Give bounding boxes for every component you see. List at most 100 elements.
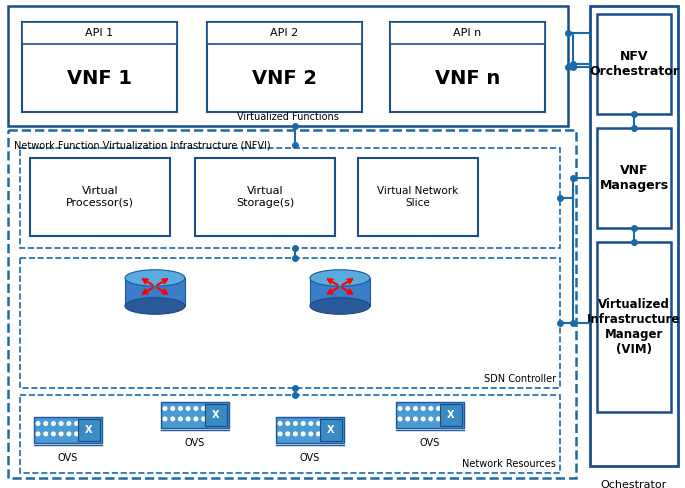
- Text: OVS: OVS: [185, 438, 205, 448]
- Ellipse shape: [310, 270, 370, 286]
- Circle shape: [294, 422, 297, 426]
- FancyBboxPatch shape: [207, 22, 362, 44]
- FancyBboxPatch shape: [78, 419, 100, 441]
- Text: VNF
Managers: VNF Managers: [599, 164, 669, 192]
- Circle shape: [194, 407, 198, 410]
- Text: Virtualized
Infrastructure
Manager
(VIM): Virtualized Infrastructure Manager (VIM): [587, 298, 681, 356]
- Circle shape: [186, 417, 190, 421]
- Polygon shape: [310, 278, 370, 306]
- Text: Virtual
Storage(s): Virtual Storage(s): [236, 186, 294, 208]
- Text: OVS: OVS: [58, 453, 78, 463]
- Circle shape: [316, 432, 321, 436]
- Circle shape: [82, 422, 86, 426]
- Text: SDN Controller: SDN Controller: [484, 374, 556, 384]
- Text: API 1: API 1: [86, 28, 114, 38]
- Circle shape: [398, 417, 402, 421]
- FancyBboxPatch shape: [22, 22, 177, 112]
- Circle shape: [429, 417, 433, 421]
- FancyBboxPatch shape: [440, 404, 462, 426]
- Circle shape: [44, 432, 47, 436]
- FancyBboxPatch shape: [161, 402, 229, 428]
- Circle shape: [325, 432, 328, 436]
- Ellipse shape: [310, 298, 370, 314]
- Text: Virtualized Functions: Virtualized Functions: [237, 112, 339, 122]
- Circle shape: [60, 432, 63, 436]
- Text: X: X: [85, 425, 92, 435]
- Circle shape: [445, 407, 448, 410]
- Circle shape: [36, 422, 40, 426]
- Circle shape: [163, 407, 167, 410]
- Circle shape: [421, 407, 425, 410]
- Circle shape: [406, 407, 410, 410]
- Text: API n: API n: [453, 28, 482, 38]
- Text: Ochestrator: Ochestrator: [601, 480, 667, 488]
- Text: VNF 2: VNF 2: [252, 68, 317, 87]
- Circle shape: [44, 422, 47, 426]
- Circle shape: [210, 417, 213, 421]
- Text: Network Function Virtualization Infrastructure (NFVI): Network Function Virtualization Infrastr…: [14, 140, 271, 150]
- Ellipse shape: [125, 298, 185, 314]
- FancyBboxPatch shape: [20, 148, 560, 248]
- Circle shape: [445, 417, 448, 421]
- Text: VNF 1: VNF 1: [67, 68, 132, 87]
- FancyBboxPatch shape: [34, 417, 102, 443]
- FancyBboxPatch shape: [597, 128, 671, 228]
- Circle shape: [60, 422, 63, 426]
- FancyBboxPatch shape: [207, 22, 362, 112]
- Circle shape: [316, 422, 321, 426]
- Text: OVS: OVS: [300, 453, 320, 463]
- FancyBboxPatch shape: [22, 22, 177, 44]
- Polygon shape: [125, 278, 185, 306]
- Circle shape: [171, 417, 175, 421]
- Text: OVS: OVS: [420, 438, 440, 448]
- FancyBboxPatch shape: [390, 22, 545, 44]
- Circle shape: [437, 417, 440, 421]
- FancyBboxPatch shape: [8, 130, 576, 478]
- Circle shape: [202, 407, 206, 410]
- FancyBboxPatch shape: [276, 417, 344, 443]
- Circle shape: [278, 432, 282, 436]
- Circle shape: [286, 422, 290, 426]
- FancyBboxPatch shape: [590, 6, 678, 466]
- Circle shape: [429, 407, 433, 410]
- Circle shape: [437, 407, 440, 410]
- FancyBboxPatch shape: [20, 395, 560, 473]
- FancyBboxPatch shape: [396, 402, 464, 428]
- Text: X: X: [212, 410, 220, 420]
- Circle shape: [51, 432, 55, 436]
- FancyBboxPatch shape: [195, 158, 335, 236]
- Circle shape: [309, 432, 312, 436]
- Circle shape: [294, 432, 297, 436]
- Circle shape: [202, 417, 206, 421]
- Text: VNF n: VNF n: [435, 68, 500, 87]
- FancyBboxPatch shape: [30, 158, 170, 236]
- Circle shape: [286, 432, 290, 436]
- Circle shape: [301, 432, 305, 436]
- Circle shape: [414, 417, 417, 421]
- Circle shape: [398, 407, 402, 410]
- Circle shape: [406, 417, 410, 421]
- FancyBboxPatch shape: [358, 158, 478, 236]
- Circle shape: [301, 422, 305, 426]
- Text: Virtual
Processor(s): Virtual Processor(s): [66, 186, 134, 208]
- Circle shape: [36, 432, 40, 436]
- Text: Virtual Network
Slice: Virtual Network Slice: [377, 186, 459, 208]
- Circle shape: [82, 432, 86, 436]
- FancyBboxPatch shape: [390, 22, 545, 112]
- Circle shape: [75, 432, 78, 436]
- Circle shape: [421, 417, 425, 421]
- FancyBboxPatch shape: [597, 14, 671, 114]
- Circle shape: [75, 422, 78, 426]
- FancyBboxPatch shape: [8, 6, 568, 126]
- Text: X: X: [327, 425, 335, 435]
- Circle shape: [309, 422, 312, 426]
- FancyBboxPatch shape: [597, 242, 671, 412]
- FancyBboxPatch shape: [320, 419, 342, 441]
- Circle shape: [278, 422, 282, 426]
- Circle shape: [325, 422, 328, 426]
- Circle shape: [171, 407, 175, 410]
- Circle shape: [67, 432, 71, 436]
- Circle shape: [51, 422, 55, 426]
- Text: API 2: API 2: [271, 28, 299, 38]
- Ellipse shape: [125, 270, 185, 286]
